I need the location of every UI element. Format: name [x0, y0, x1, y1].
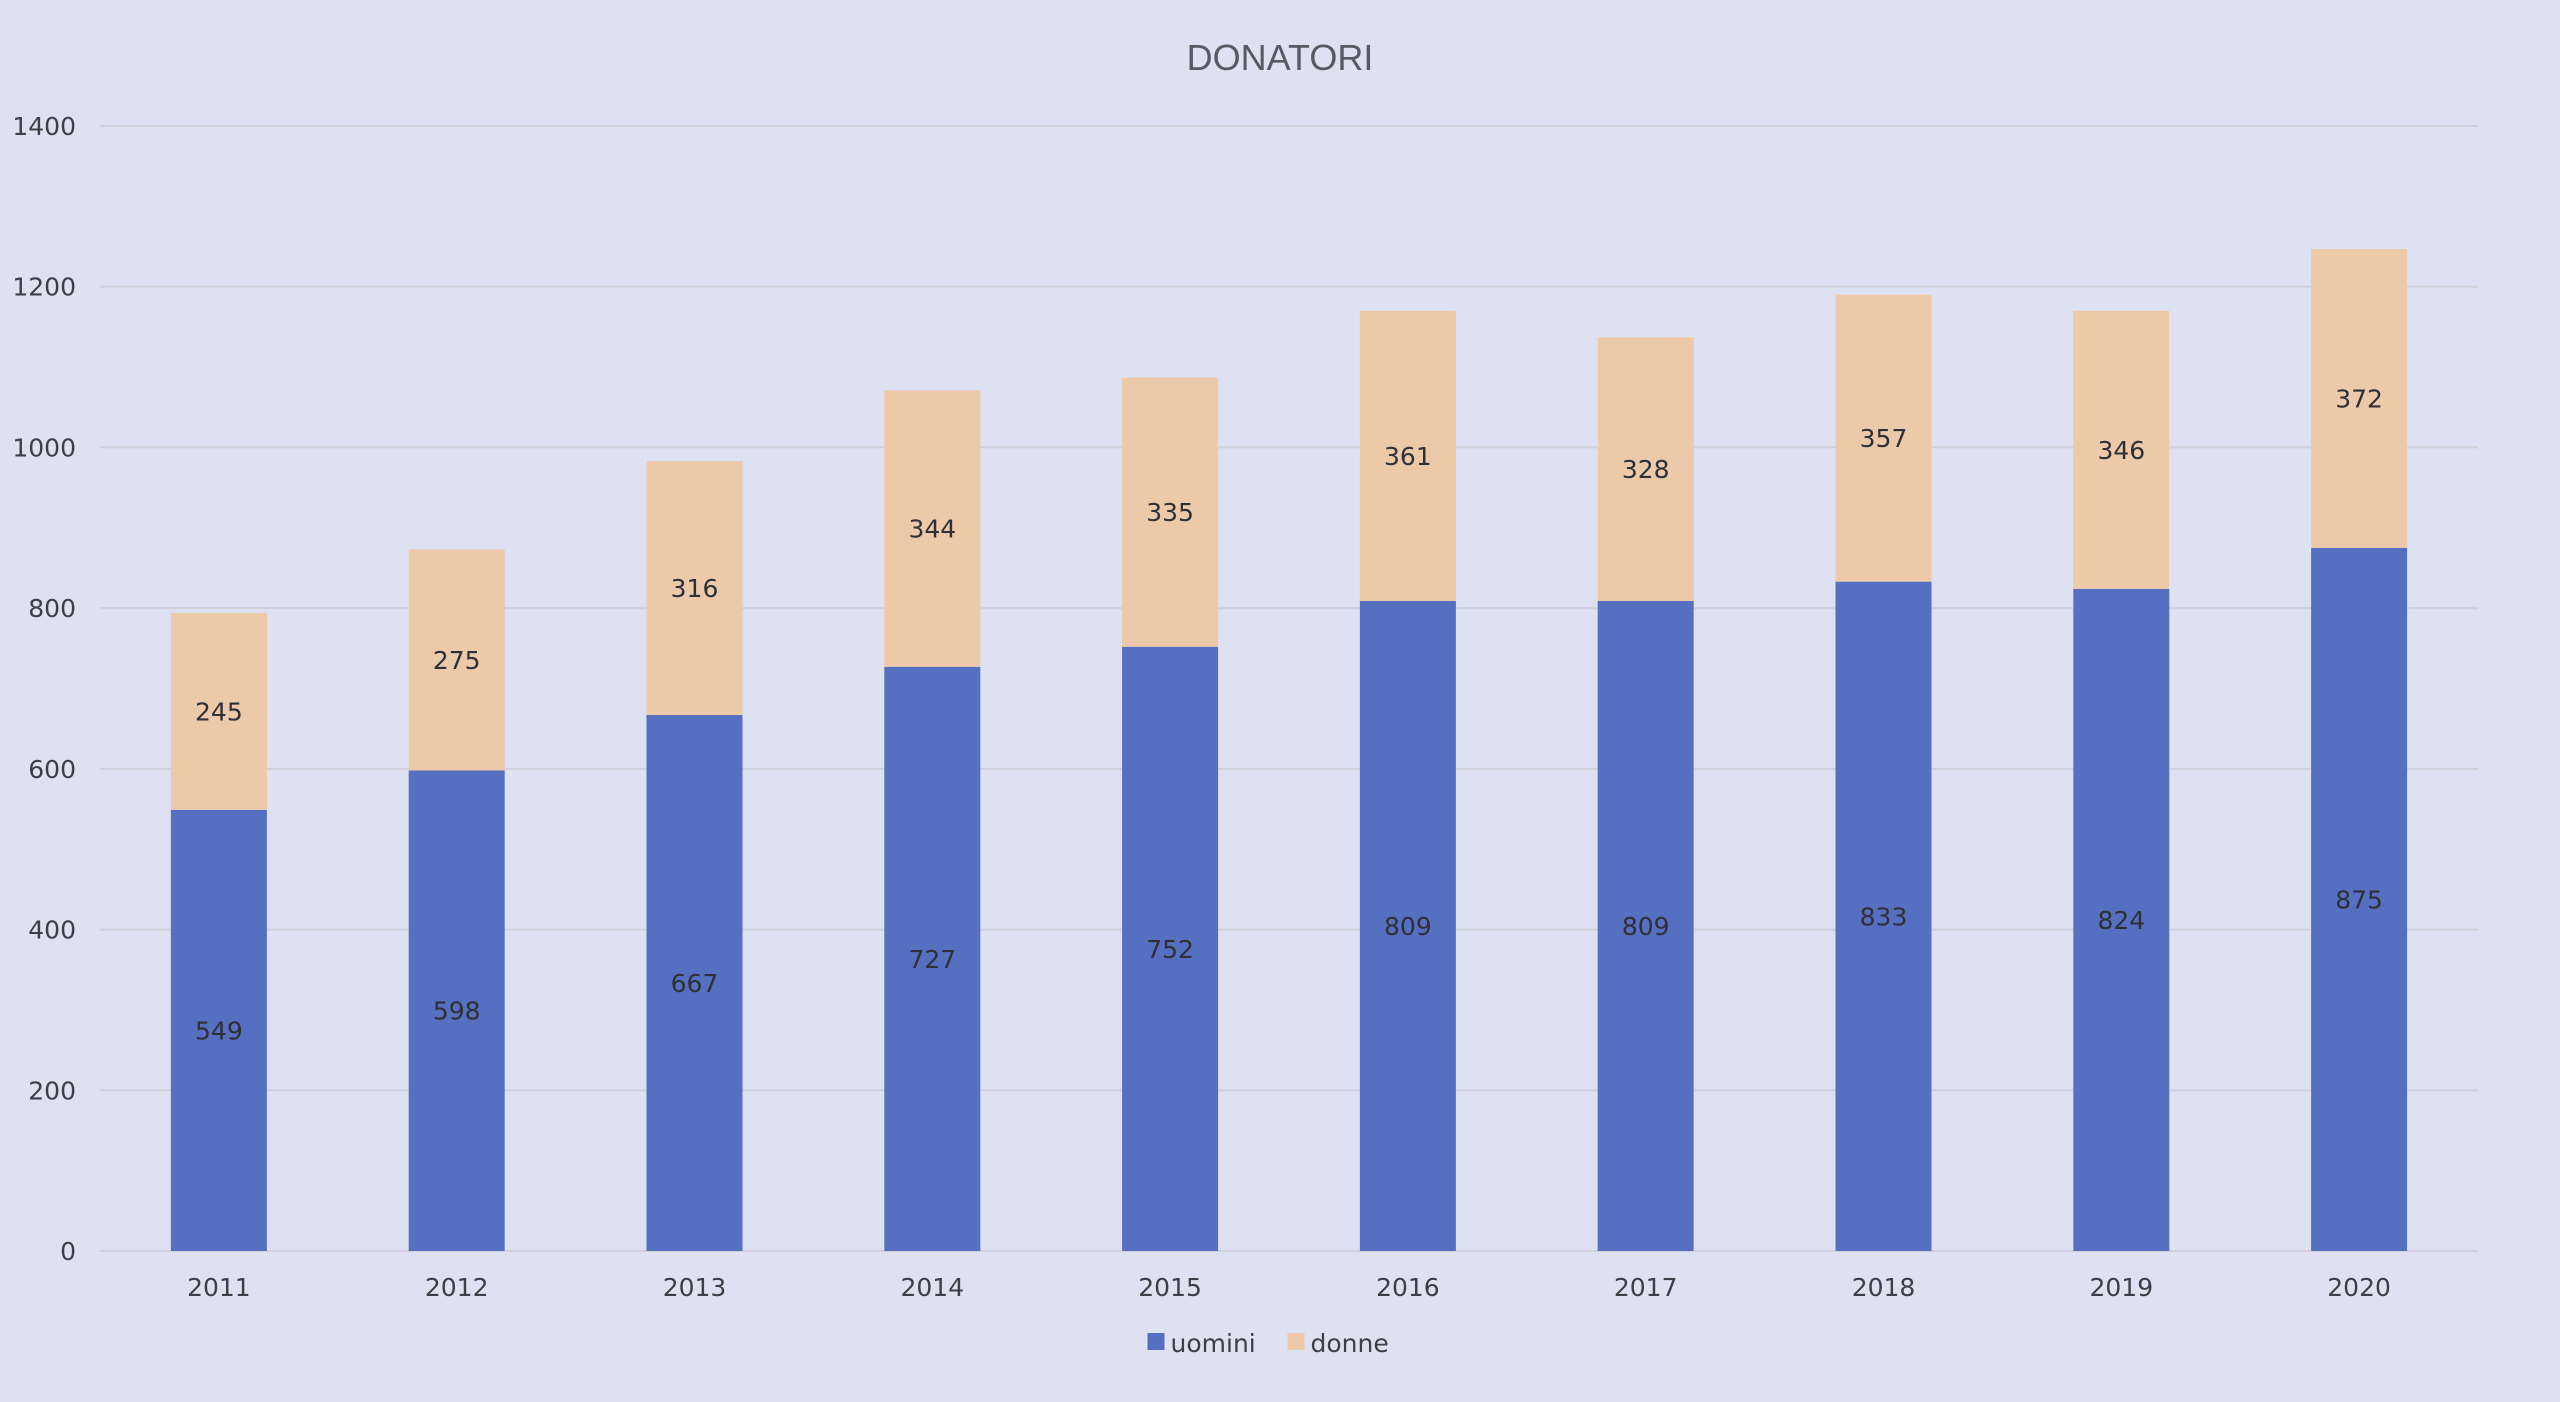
x-tick-label: 2018	[1852, 1273, 1916, 1302]
data-label-donne-2013: 316	[671, 574, 719, 603]
bar-donne-2015	[1122, 377, 1219, 647]
legend-label-uomini: uomini	[1171, 1329, 1256, 1358]
x-tick-label: 2016	[1376, 1273, 1440, 1302]
data-label-uomini-2012: 598	[433, 997, 481, 1026]
y-tick-label: 600	[28, 755, 76, 784]
x-tick-label: 2011	[187, 1273, 251, 1302]
data-label-donne-2011: 245	[195, 697, 243, 726]
y-axis: 0 200 400 600 800 1000 1200 1400	[12, 112, 76, 1266]
bar-donne-2013	[646, 461, 743, 716]
y-tick-label: 1000	[12, 433, 76, 462]
data-label-donne-2018: 357	[1860, 424, 1908, 453]
x-tick-label: 2012	[425, 1273, 489, 1302]
bar-donne-2011	[170, 612, 267, 810]
legend-item-uomini: uomini	[1147, 1329, 1256, 1358]
bar-uomini-2017	[1597, 600, 1694, 1251]
bar-uomini-2013	[646, 715, 743, 1251]
x-axis: 2011 2012 2013 2014 2015 2016 2017 2018 2019 2020	[187, 1273, 2391, 1302]
bar-donne-2017	[1597, 337, 1694, 601]
data-label-donne-2019: 346	[2097, 436, 2145, 465]
data-label-uomini-2018: 833	[1860, 902, 1908, 931]
legend-swatch-uomini	[1147, 1333, 1165, 1350]
x-tick-label: 2017	[1614, 1273, 1678, 1302]
y-tick-label: 400	[28, 916, 76, 945]
y-tick-label: 0	[60, 1237, 76, 1266]
data-label-uomini-2017: 809	[1622, 912, 1670, 941]
bar-donne-2012	[408, 549, 505, 771]
legend-item-donne: donne	[1287, 1329, 1389, 1358]
data-label-donne-2016: 361	[1384, 442, 1432, 471]
bar-donne-2018	[1835, 294, 1932, 582]
y-tick-label: 200	[28, 1076, 76, 1105]
data-label-uomini-2015: 752	[1146, 935, 1194, 964]
data-label-donne-2020: 372	[2335, 384, 2383, 413]
x-tick-label: 2014	[900, 1273, 964, 1302]
bar-donne-2020	[2311, 248, 2408, 548]
data-label-uomini-2011: 549	[195, 1016, 243, 1045]
data-label-uomini-2013: 667	[671, 969, 719, 998]
bars	[170, 248, 2408, 1251]
data-labels: 549 245 598 275 667 316 727 344 752 335 809 361 809 3…	[195, 384, 2383, 1045]
bar-uomini-2020	[2311, 547, 2408, 1251]
data-label-donne-2014: 344	[908, 515, 956, 544]
data-label-donne-2012: 275	[433, 646, 481, 675]
y-tick-label: 1400	[12, 112, 76, 141]
data-label-uomini-2014: 727	[908, 945, 956, 974]
y-tick-label: 1200	[12, 273, 76, 302]
x-tick-label: 2015	[1138, 1273, 1202, 1302]
data-label-uomini-2016: 809	[1384, 912, 1432, 941]
x-tick-label: 2019	[2089, 1273, 2153, 1302]
bar-uomini-2019	[2073, 588, 2170, 1251]
x-tick-label: 2013	[663, 1273, 727, 1302]
legend-label-donne: donne	[1311, 1329, 1389, 1358]
bar-uomini-2014	[884, 666, 981, 1251]
legend: uomini donne	[1147, 1329, 1389, 1358]
data-label-donne-2015: 335	[1146, 498, 1194, 527]
chart-title: DONATORI	[1187, 37, 1374, 78]
legend-swatch-donne	[1287, 1333, 1305, 1350]
data-label-uomini-2020: 875	[2335, 885, 2383, 914]
data-label-donne-2017: 328	[1622, 455, 1670, 484]
bar-uomini-2015	[1122, 646, 1219, 1251]
y-tick-label: 800	[28, 594, 76, 623]
x-tick-label: 2020	[2327, 1273, 2391, 1302]
bar-uomini-2016	[1359, 600, 1456, 1251]
data-label-uomini-2019: 824	[2097, 906, 2145, 935]
bar-uomini-2012	[408, 770, 505, 1251]
bar-donne-2019	[2073, 310, 2170, 589]
bar-uomini-2011	[170, 809, 267, 1251]
bar-uomini-2018	[1835, 581, 1932, 1251]
bar-donne-2014	[884, 390, 981, 667]
bar-donne-2016	[1359, 310, 1456, 601]
